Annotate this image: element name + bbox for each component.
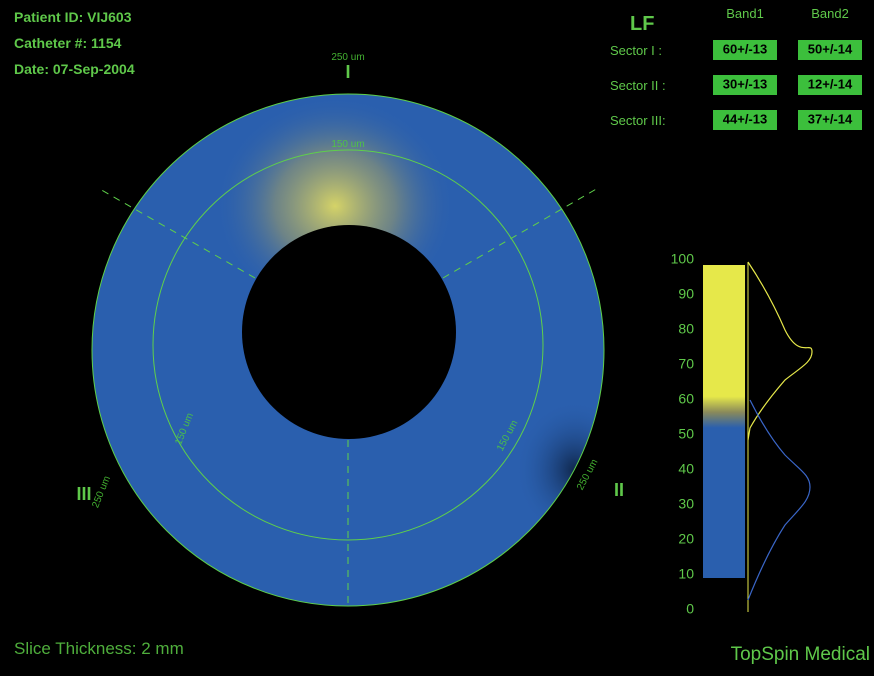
color-bar <box>703 265 745 578</box>
sector-label: II <box>614 480 624 500</box>
table-title: LF <box>630 13 654 35</box>
value-box <box>713 75 777 95</box>
blue-curve <box>747 399 811 601</box>
value: 60+/-13 <box>723 41 767 56</box>
scale-tick-label: 90 <box>678 286 694 302</box>
lumen <box>242 225 456 439</box>
brand: TopSpin Medical <box>731 644 870 665</box>
row-label: Sector III: <box>610 113 666 128</box>
patient-id: Patient ID: VIJ603 <box>14 9 132 25</box>
slice-thickness: Slice Thickness: 2 mm <box>14 639 184 658</box>
ring-label: 250 um <box>90 475 113 510</box>
scale-tick-label: 40 <box>678 461 694 477</box>
table: Band1 Band2 Sector I : 60+/-13 50+/-14 Sector… <box>610 6 862 130</box>
scale-tick-label: 20 <box>678 531 694 547</box>
ring-label: 250 um <box>575 458 600 493</box>
scale-tick-label: 100 <box>671 251 695 267</box>
scale-tick-label: 70 <box>678 356 694 372</box>
yellow-curve <box>747 261 813 441</box>
color-scale: 0 10 20 30 40 50 60 70 80 90 100 <box>671 251 813 617</box>
ring-label: 250 um <box>331 52 364 63</box>
value: 30+/-13 <box>723 76 767 91</box>
scale-tick-label: 60 <box>678 391 694 407</box>
value-box <box>798 75 862 95</box>
row-label: Sector I : <box>610 43 662 58</box>
value: 50+/-14 <box>808 41 853 56</box>
row-label: Sector II : <box>610 78 666 93</box>
column-header: Band1 <box>726 6 764 21</box>
ring-label: 150 um <box>331 139 364 150</box>
scale-tick-label: 0 <box>686 601 694 617</box>
value-box <box>713 110 777 130</box>
value-box <box>713 40 777 60</box>
color-bar-empty <box>703 578 745 610</box>
value: 44+/-13 <box>723 111 767 126</box>
scale-tick-label: 80 <box>678 321 694 337</box>
value-box <box>798 110 862 130</box>
value-box <box>798 40 862 60</box>
sector-divider <box>442 187 599 279</box>
dark-region <box>515 400 604 540</box>
value: 12+/-14 <box>808 76 853 91</box>
sector-label: III <box>76 484 91 504</box>
scale-tick-label: 10 <box>678 566 694 582</box>
value: 37+/-14 <box>808 111 853 126</box>
scale-tick-label: 50 <box>678 426 694 442</box>
middle-circle <box>152 149 544 541</box>
sector-label: I <box>345 62 350 82</box>
column-header: Band2 <box>811 6 849 21</box>
ring-image <box>91 93 605 607</box>
sector-divider <box>97 187 256 279</box>
catheter: Catheter #: 1154 <box>14 35 122 51</box>
outer-circle <box>91 93 605 607</box>
scale-tick-label: 30 <box>678 496 694 512</box>
date: Date: 07-Sep-2004 <box>14 61 135 77</box>
